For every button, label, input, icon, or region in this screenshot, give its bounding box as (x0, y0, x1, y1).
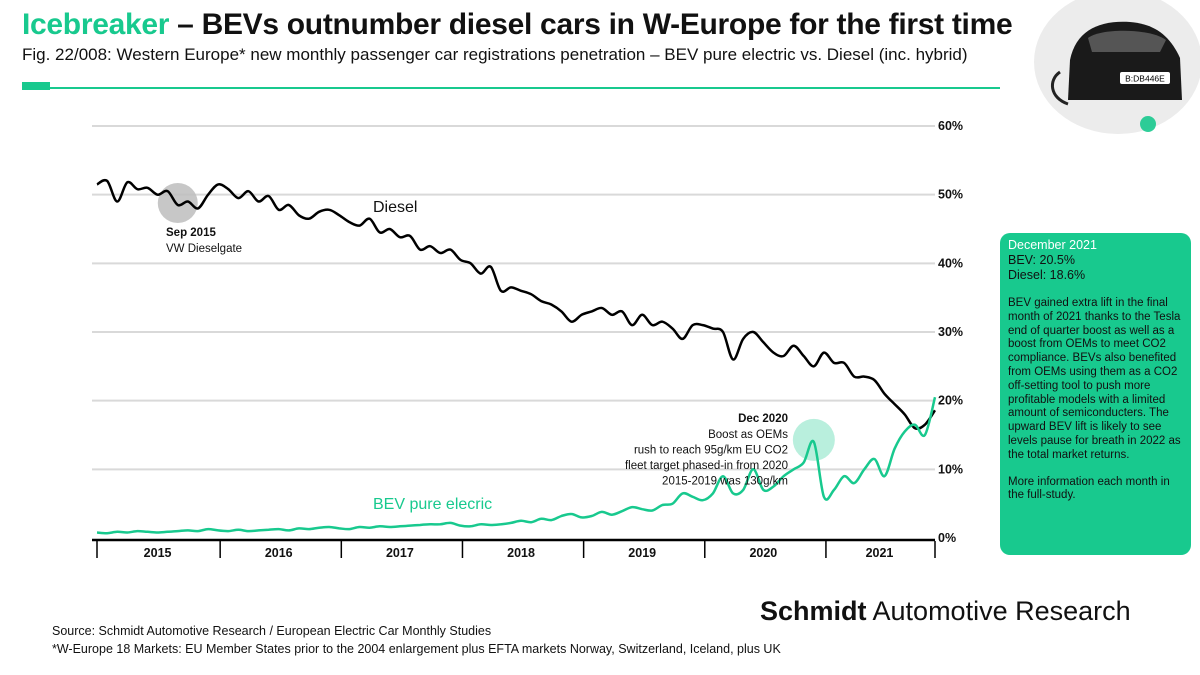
info-box-body: BEV gained extra lift in the final month… (1008, 297, 1181, 461)
highlights (157, 182, 835, 461)
dec-2020-annotation-line: Boost as OEMs (708, 429, 788, 441)
grid-lines (92, 125, 935, 471)
dieselgate-highlight (157, 182, 198, 223)
x-tick-label: 2018 (507, 546, 535, 560)
footer-brand: Schmidt Automotive Research (760, 596, 1131, 627)
footer-brand-rest: Automotive Research (866, 596, 1131, 626)
accent-block (22, 82, 50, 90)
dieselgate-annotation-text: VW Dieselgate (166, 243, 242, 255)
info-box-heading: December 2021 (1008, 238, 1097, 252)
footer-brand-bold: Schmidt (760, 596, 867, 626)
x-tick-label: 2021 (866, 546, 894, 560)
bev-series-label: BEV pure elecric (373, 496, 492, 513)
dieselgate-annotation-title: Sep 2015 (166, 227, 216, 239)
annotations: Diesel BEV pure elecric Sep 2015 VW Dieselg… (166, 199, 788, 513)
dec-2020-annotation-line: 2015-2019 was 130g/km (662, 476, 788, 488)
accent-divider (50, 87, 1000, 89)
diesel-line (96, 178, 937, 430)
car-image: B:DB446E (1034, 0, 1200, 134)
y-tick-label: 20% (938, 394, 963, 408)
car-plate: B:DB446E (1125, 74, 1165, 84)
y-tick-label: 60% (938, 119, 963, 133)
x-tick-label: 2016 (265, 546, 293, 560)
title-text: – BEVs outnumber diesel cars in W-Europe… (169, 8, 1013, 41)
info-box: December 2021 BEV: 20.5% Diesel: 18.6% B… (1000, 233, 1191, 555)
diesel-series-label: Diesel (373, 199, 417, 216)
y-tick-label: 0% (938, 531, 956, 545)
y-tick-label: 10% (938, 462, 963, 476)
info-box-more: More information each month in the full-… (1008, 475, 1170, 502)
dec-2020-annotation-title: Dec 2020 (738, 413, 788, 425)
x-axis: 2015 2016 2017 2018 2019 2020 2021 (92, 538, 936, 560)
chart-subtitle: Fig. 22/008: Western Europe* new monthly… (22, 45, 968, 64)
source-note: Source: Schmidt Automotive Research / Eu… (52, 624, 492, 638)
series-lines (96, 178, 937, 535)
y-axis-labels: 0% 10% 20% 30% 40% 50% 60% (938, 119, 963, 545)
info-box-bev: BEV: 20.5% (1008, 253, 1075, 267)
title-brand: Icebreaker (22, 8, 170, 41)
x-tick-label: 2020 (749, 546, 777, 560)
y-tick-label: 30% (938, 325, 963, 339)
bev-line (96, 396, 937, 535)
x-tick-label: 2019 (628, 546, 656, 560)
y-tick-label: 50% (938, 188, 963, 202)
dec-2020-highlight (792, 418, 835, 461)
line-chart: 2015 2016 2017 2018 2019 2020 2021 0% 10% 20% 30%… (92, 119, 963, 560)
footnote: *W-Europe 18 Markets: EU Member States p… (52, 642, 781, 656)
chart-title: Icebreaker – BEVs outnumber diesel cars … (22, 8, 1013, 42)
x-tick-label: 2017 (386, 546, 414, 560)
dec-2020-annotation-line: rush to reach 95g/km EU CO2 (634, 445, 788, 457)
dec-2020-annotation-line: fleet target phased-in from 2020 (625, 460, 788, 472)
x-tick-label: 2015 (144, 546, 172, 560)
info-box-diesel: Diesel: 18.6% (1008, 268, 1086, 282)
y-tick-label: 40% (938, 256, 963, 270)
